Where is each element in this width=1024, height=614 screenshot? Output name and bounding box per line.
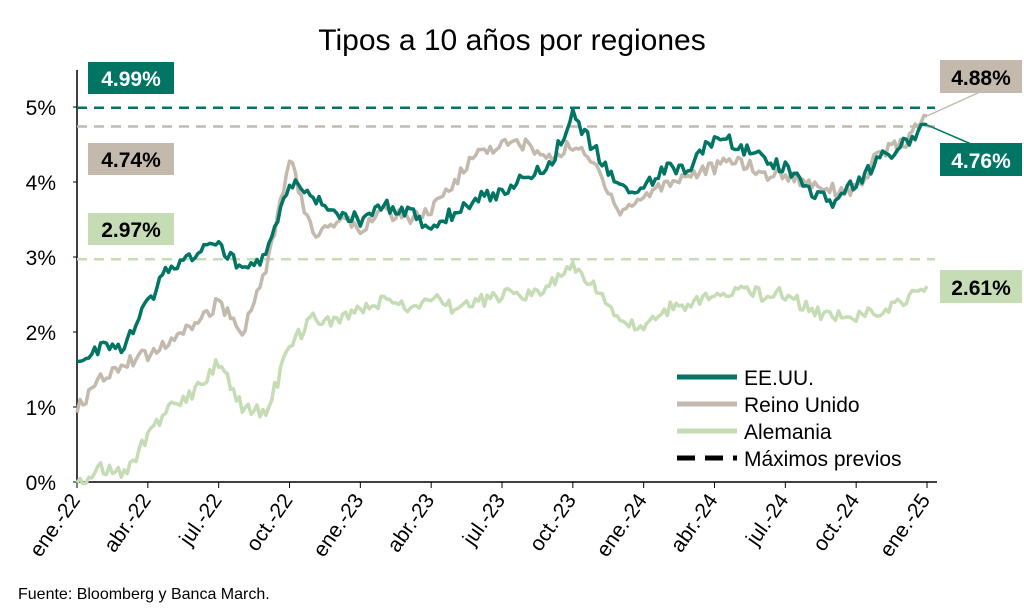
series-line-ee-uu- [76, 107, 928, 364]
x-tick-label: ene.-23 [309, 490, 369, 562]
previous-max-label: 4.99% [101, 68, 161, 91]
x-tick-label: jul.-24 [741, 489, 793, 550]
y-tick-label: 3% [26, 247, 56, 270]
x-tick-label: abr.-22 [100, 490, 156, 557]
y-tick-label: 0% [26, 472, 56, 495]
x-tick-label: oct.-24 [809, 489, 865, 555]
x-tick-label: abr.-23 [383, 490, 439, 557]
x-tick-label: ene.-22 [25, 490, 85, 562]
source-note: Fuente: Bloomberg y Banca March. [18, 586, 270, 603]
legend-label: Máximos previos [744, 448, 902, 471]
y-tick-label: 4% [26, 172, 56, 195]
previous-max-badge [88, 62, 174, 94]
y-tick-label: 5% [26, 97, 56, 120]
y-tick-label: 1% [26, 397, 56, 420]
chart-title: Tipos a 10 años por regiones [318, 24, 705, 57]
x-tick-label: oct.-22 [242, 490, 298, 556]
x-tick-label: oct.-23 [525, 490, 581, 556]
previous-max-badge [88, 213, 174, 245]
series-line-alemania [75, 260, 929, 486]
last-value-label: 2.61% [951, 277, 1011, 300]
last-value-badge [940, 60, 1022, 93]
last-value-label: 4.88% [951, 67, 1011, 90]
last-value-badge [940, 143, 1022, 176]
legend-label: Alemania [744, 421, 832, 444]
last-value-label: 4.76% [951, 150, 1011, 173]
legend-label: EE.UU. [744, 367, 814, 390]
x-tick-label: jul.-23 [458, 490, 510, 551]
x-tick-label: jul.-22 [175, 490, 227, 551]
previous-max-badge [88, 143, 174, 175]
series-line-reino-unido [75, 113, 928, 414]
last-value-badge [940, 270, 1022, 303]
x-tick-label: ene.-24 [592, 489, 652, 561]
previous-max-label: 2.97% [101, 219, 161, 242]
legend-label: Reino Unido [744, 394, 860, 417]
y-tick-label: 2% [26, 322, 56, 345]
x-tick-label: ene.-25 [875, 490, 935, 562]
previous-max-label: 4.74% [101, 149, 161, 172]
callout-line [926, 91, 981, 117]
x-tick-label: abr.-24 [666, 489, 723, 556]
